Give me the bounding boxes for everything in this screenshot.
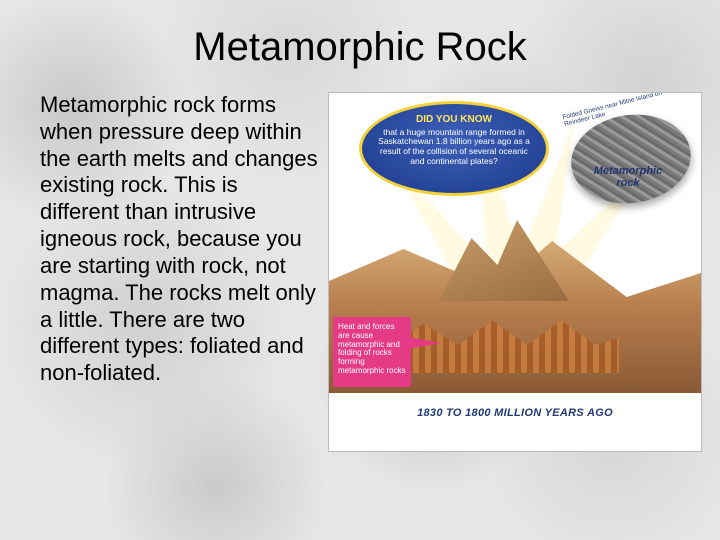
rock-sample-label: Metamorphic rock [583, 165, 673, 189]
illustration: DID YOU KNOW that a huge mountain range … [328, 92, 702, 452]
bubble-text: that a huge mountain range formed in Sas… [378, 127, 530, 166]
body-text: Metamorphic rock forms when pressure dee… [18, 92, 318, 452]
slide-title: Metamorphic Rock [18, 25, 702, 70]
pink-callout: Heat and forces are cause metamorphic an… [333, 317, 411, 387]
did-you-know-bubble: DID YOU KNOW that a huge mountain range … [359, 101, 549, 196]
pink-callout-text: Heat and forces are cause metamorphic an… [338, 322, 406, 375]
bubble-heading: DID YOU KNOW [376, 114, 532, 126]
body-text-content: Metamorphic rock forms when pressure dee… [18, 92, 318, 387]
content-row: Metamorphic rock forms when pressure dee… [18, 92, 702, 452]
era-label: 1830 TO 1800 MILLION YEARS AGO [329, 407, 701, 419]
